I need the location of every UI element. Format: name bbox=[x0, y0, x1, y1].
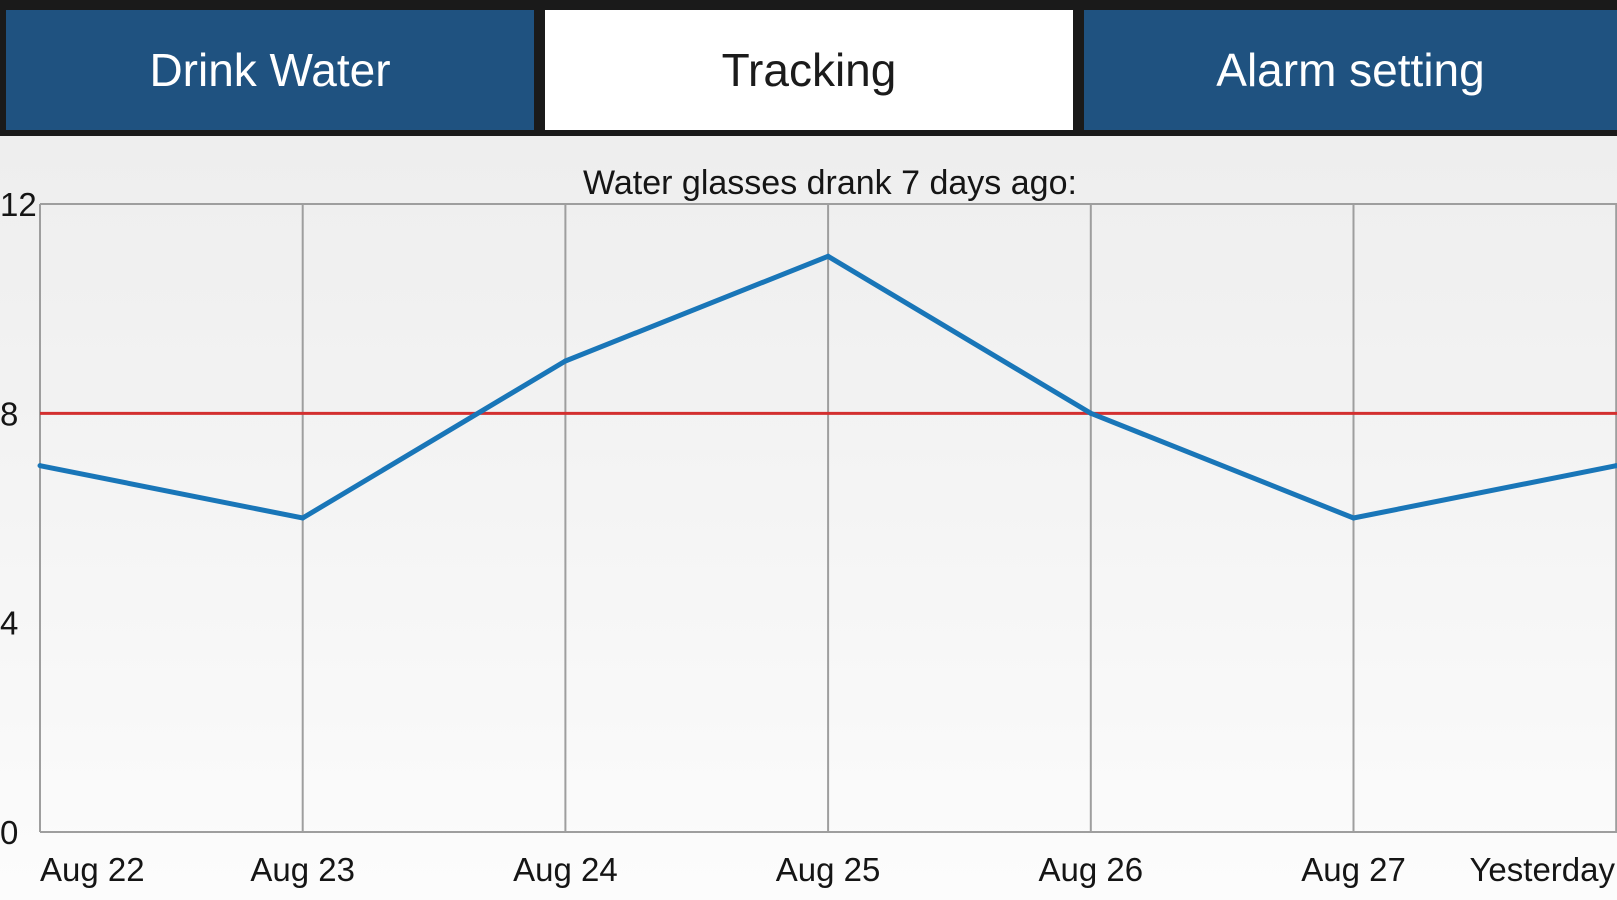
x-tick-label: Aug 22 bbox=[40, 851, 145, 888]
tab-drink-water[interactable]: Drink Water bbox=[6, 10, 534, 130]
x-tick-label: Yesterday bbox=[1469, 851, 1615, 888]
y-tick-label: 8 bbox=[0, 395, 18, 432]
x-axis-ticks: Aug 22 Aug 23 Aug 24 Aug 25 Aug 26 Aug 27 Yest… bbox=[40, 851, 1615, 888]
data-point bbox=[562, 358, 568, 364]
y-tick-label: 12 bbox=[0, 186, 37, 223]
chart-title: Water glasses drank 7 days ago: bbox=[583, 164, 1077, 202]
tab-label: Drink Water bbox=[149, 44, 391, 96]
data-point bbox=[1613, 463, 1617, 469]
water-line-chart: Water glasses drank 7 days ago: 0 4 8 12 Au… bbox=[0, 164, 1617, 888]
tab-alarm-setting[interactable]: Alarm setting bbox=[1084, 10, 1617, 130]
x-tick-label: Aug 25 bbox=[776, 851, 881, 888]
grid-layer bbox=[39, 203, 1617, 833]
tab-label: Tracking bbox=[721, 44, 897, 96]
x-tick-label: Aug 26 bbox=[1039, 851, 1144, 888]
x-tick-label: Aug 23 bbox=[250, 851, 355, 888]
data-point bbox=[1351, 515, 1356, 521]
x-tick-label: Aug 27 bbox=[1301, 851, 1406, 888]
tab-label: Alarm setting bbox=[1216, 44, 1485, 96]
x-tick-label: Aug 24 bbox=[513, 851, 618, 888]
data-point bbox=[300, 515, 306, 521]
tab-tracking[interactable]: Tracking bbox=[545, 10, 1073, 130]
data-point bbox=[825, 253, 831, 259]
data-point bbox=[37, 463, 43, 469]
y-axis-ticks: 0 4 8 12 bbox=[0, 186, 37, 851]
y-tick-label: 0 bbox=[0, 814, 18, 851]
tab-bar: Drink Water Tracking Alarm setting bbox=[0, 0, 1617, 136]
y-tick-label: 4 bbox=[0, 605, 18, 642]
series-layer bbox=[37, 253, 1617, 521]
data-point bbox=[1088, 410, 1094, 416]
chart-area: Water glasses drank 7 days ago: 0 4 8 12 Au… bbox=[0, 136, 1617, 900]
